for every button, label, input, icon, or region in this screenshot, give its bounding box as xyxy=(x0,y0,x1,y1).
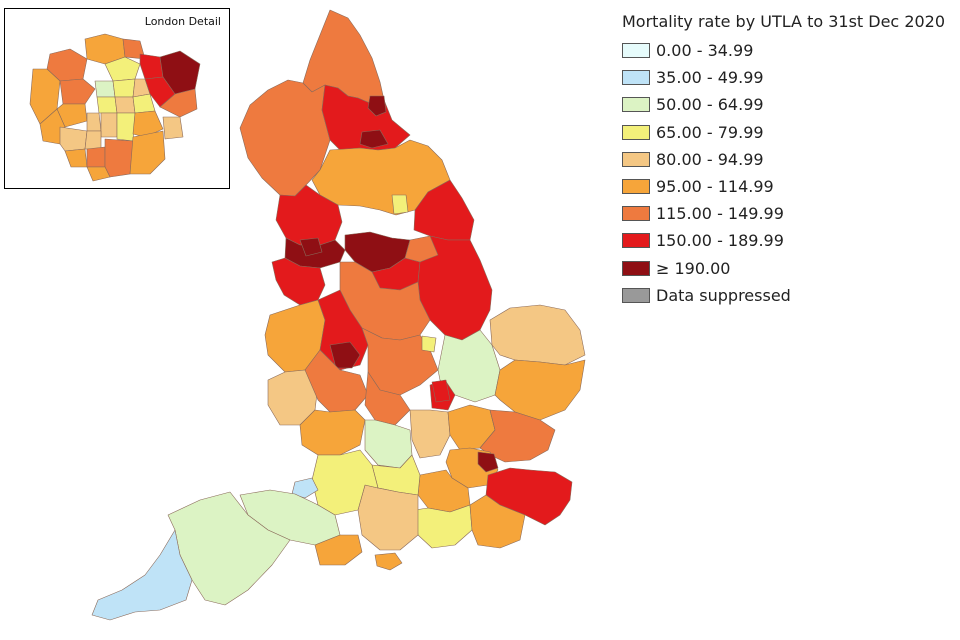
region-york[interactable] xyxy=(391,194,409,215)
legend-label: ≥ 190.00 xyxy=(656,258,731,278)
legend-item: Data suppressed xyxy=(622,282,952,309)
inset-hammersmith[interactable] xyxy=(86,112,102,132)
inset-bromley[interactable] xyxy=(129,130,166,175)
inset-croydon[interactable] xyxy=(104,138,134,178)
legend-label: Data suppressed xyxy=(656,285,791,305)
region-hartlepool[interactable] xyxy=(359,129,389,149)
region-lancashire[interactable] xyxy=(275,184,343,246)
region-warwickshire[interactable] xyxy=(364,371,411,426)
legend-swatch xyxy=(622,97,650,113)
region-hampshire[interactable] xyxy=(357,484,419,551)
legend-item: 35.00 - 49.99 xyxy=(622,64,952,91)
region-norfolk[interactable] xyxy=(489,304,586,366)
region-leicestershire[interactable] xyxy=(361,327,439,396)
legend-item: 95.00 - 114.99 xyxy=(622,173,952,200)
region-cumbria[interactable] xyxy=(239,79,331,197)
inset-wandsworth[interactable] xyxy=(84,130,102,150)
inset-barking[interactable] xyxy=(159,88,198,118)
legend-label: 50.00 - 64.99 xyxy=(656,95,764,115)
legend-item: 0.00 - 34.99 xyxy=(622,37,952,64)
region-newcastle[interactable] xyxy=(367,95,387,117)
legend-label: 0.00 - 34.99 xyxy=(656,41,754,61)
legend-label: 95.00 - 114.99 xyxy=(656,177,774,197)
london-inset: London Detail xyxy=(4,8,230,189)
region-rutland[interactable] xyxy=(421,335,437,353)
region-northumberland[interactable] xyxy=(302,9,385,105)
inset-sutton[interactable] xyxy=(86,166,111,182)
region-blackburn[interactable] xyxy=(299,237,323,257)
legend-swatch xyxy=(622,233,650,249)
legend-item: 115.00 - 149.99 xyxy=(622,200,952,227)
region-isle-of-wight[interactable] xyxy=(374,552,403,571)
legend-swatch xyxy=(622,206,650,222)
legend-item: 65.00 - 79.99 xyxy=(622,119,952,146)
region-oxfordshire[interactable] xyxy=(364,419,413,469)
region-tyne-durham[interactable] xyxy=(321,84,411,151)
inset-kingston[interactable] xyxy=(64,148,88,168)
region-dorset[interactable] xyxy=(314,534,363,566)
region-east-sussex[interactable] xyxy=(469,494,526,549)
region-merseyside[interactable] xyxy=(271,257,326,306)
inset-tower-hamlets[interactable] xyxy=(132,93,156,114)
region-bristol[interactable] xyxy=(291,477,319,499)
legend-swatch xyxy=(622,124,650,140)
legend-item: 80.00 - 94.99 xyxy=(622,146,952,173)
inset-camden[interactable] xyxy=(94,80,116,98)
region-essex[interactable] xyxy=(479,409,556,463)
inset-haringey[interactable] xyxy=(104,56,141,82)
inset-brent[interactable] xyxy=(59,78,96,105)
inset-title: London Detail xyxy=(144,15,221,28)
region-wiltshire[interactable] xyxy=(311,449,379,516)
inset-waltham[interactable] xyxy=(139,53,164,80)
legend-swatch xyxy=(622,43,650,59)
legend-swatch xyxy=(622,179,650,195)
region-luton[interactable] xyxy=(431,379,451,403)
legend-label: 35.00 - 49.99 xyxy=(656,68,764,88)
inset-bexley[interactable] xyxy=(162,116,184,140)
legend-label: 80.00 - 94.99 xyxy=(656,149,764,169)
region-buckinghamshire[interactable] xyxy=(409,409,451,459)
legend-item: 150.00 - 189.99 xyxy=(622,227,952,254)
region-west-sussex[interactable] xyxy=(414,504,473,549)
legend-label: 65.00 - 79.99 xyxy=(656,122,764,142)
region-london-east[interactable] xyxy=(477,451,499,473)
legend-swatch xyxy=(622,260,650,276)
london-inset-map xyxy=(29,33,201,182)
region-suffolk[interactable] xyxy=(494,359,586,421)
region-gloucestershire[interactable] xyxy=(299,409,366,456)
legend-swatch xyxy=(622,287,650,303)
legend-swatch xyxy=(622,70,650,86)
region-birmingham[interactable] xyxy=(329,341,361,369)
inset-merton[interactable] xyxy=(86,146,106,168)
legend-title: Mortality rate by UTLA to 31st Dec 2020 xyxy=(622,12,946,31)
legend-item: 50.00 - 64.99 xyxy=(622,91,952,118)
legend-label: 115.00 - 149.99 xyxy=(656,204,784,224)
inset-lambeth[interactable] xyxy=(100,112,118,138)
region-cornwall[interactable] xyxy=(91,529,193,621)
inset-richmond[interactable] xyxy=(59,126,88,152)
legend-swatch xyxy=(622,151,650,167)
legend-item: ≥ 190.00 xyxy=(622,255,952,282)
inset-westminster[interactable] xyxy=(96,96,118,114)
legend: Mortality rate by UTLA to 31st Dec 2020 … xyxy=(622,12,952,309)
legend-label: 150.00 - 189.99 xyxy=(656,231,784,251)
inset-city[interactable] xyxy=(114,96,136,114)
region-north-lincolnshire[interactable] xyxy=(404,235,439,263)
inset-southwark[interactable] xyxy=(116,112,136,142)
inset-islington[interactable] xyxy=(112,78,136,98)
